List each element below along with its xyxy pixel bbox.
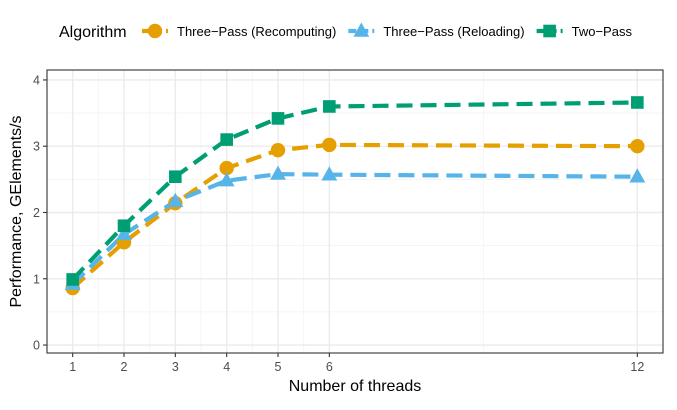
data-point-three-pass-reloading (321, 166, 338, 181)
y-axis-title: Performance, GElements/s (8, 115, 25, 307)
x-tick-label: 5 (275, 360, 282, 374)
data-point-three-pass-reloading (116, 225, 132, 241)
legend-items: Three−Pass (Recomputing) Three−Pass (Relo… (142, 22, 633, 39)
data-point-two-pass (169, 170, 182, 184)
data-point-two-pass (271, 112, 285, 125)
x-tick-label: 12 (630, 360, 644, 374)
data-point-three-pass-reloading (167, 192, 184, 207)
minor-gridlines (47, 70, 663, 353)
data-point-three-pass-recomputing (270, 142, 286, 158)
plot-area (46, 69, 664, 354)
y-tick-label: 3 (33, 140, 40, 154)
data-point-two-pass (220, 133, 233, 146)
y-axis: 0 1 2 3 4 (33, 73, 47, 353)
data-point-three-pass-recomputing (630, 139, 645, 154)
x-tick-label: 6 (326, 360, 333, 374)
y-tick-label: 0 (33, 339, 40, 353)
legend-item-three-pass-recomputing: Three−Pass (Recomputing) (142, 23, 336, 39)
y-tick-label: 1 (33, 272, 40, 286)
legend-title: Algorithm (59, 24, 127, 41)
data-point-two-pass (323, 100, 336, 113)
y-tick-label: 4 (33, 73, 40, 87)
legend-key-marker (543, 24, 556, 38)
legend-item-two-pass: Two−Pass (536, 24, 633, 39)
data-point-three-pass-reloading (218, 172, 235, 187)
x-axis: 1 2 3 4 5 6 12 (69, 353, 644, 374)
x-tick-label: 3 (172, 360, 179, 374)
legend-key-marker (147, 23, 163, 39)
series-points (64, 96, 646, 296)
x-tick-label: 4 (223, 360, 230, 374)
data-point-two-pass (117, 219, 131, 233)
data-point-two-pass (631, 96, 644, 109)
x-tick-label: 1 (69, 360, 76, 374)
y-tick-label: 2 (33, 206, 40, 220)
legend-key-marker (353, 22, 370, 37)
legend-item-three-pass-reloading: Three−Pass (Reloading) (348, 22, 525, 39)
legend-label: Three−Pass (Reloading) (383, 24, 524, 39)
legend-label: Two−Pass (572, 24, 633, 39)
plot-border (46, 69, 664, 354)
plot-panel (47, 70, 663, 353)
x-tick-label: 2 (121, 360, 128, 374)
legend: Algorithm Three−Pass (Recomputing) Three−… (59, 22, 633, 41)
data-point-three-pass-recomputing (219, 160, 234, 176)
data-point-two-pass (66, 273, 79, 286)
legend-label: Three−Pass (Recomputing) (177, 24, 336, 39)
x-axis-title: Number of threads (289, 378, 422, 395)
major-gridlines (47, 70, 663, 353)
data-point-three-pass-recomputing (322, 137, 337, 153)
data-point-three-pass-reloading (629, 168, 646, 183)
data-point-three-pass-reloading (270, 165, 286, 180)
